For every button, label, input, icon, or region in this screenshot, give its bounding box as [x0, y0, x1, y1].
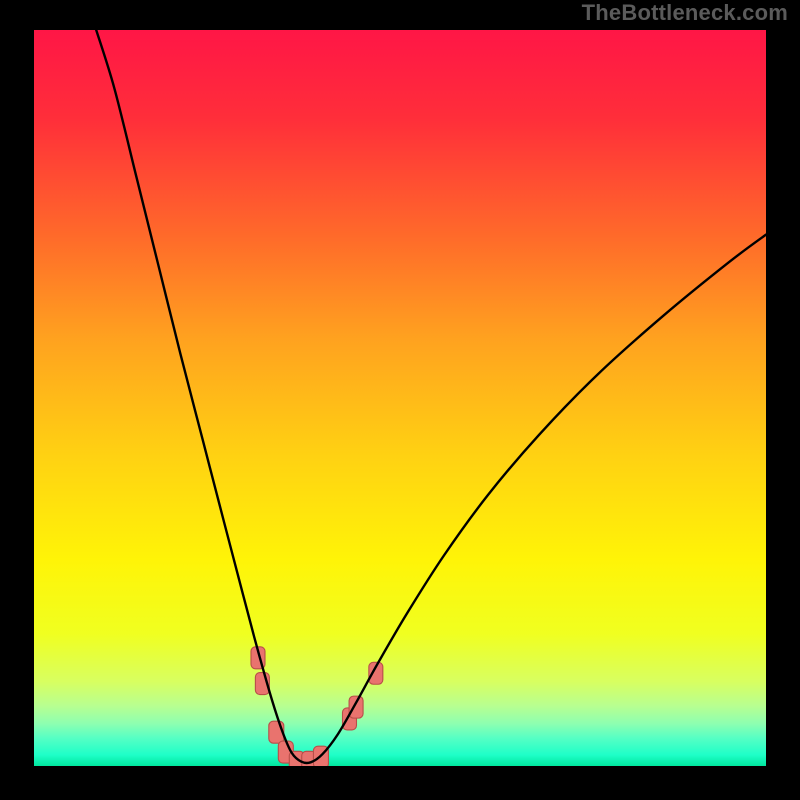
bottleneck-curve [96, 30, 766, 763]
watermark-text: TheBottleneck.com [582, 0, 788, 26]
chart-svg [34, 30, 766, 766]
curve-marker [349, 696, 363, 718]
chart-frame: TheBottleneck.com [0, 0, 800, 800]
marker-group [251, 647, 383, 766]
plot-area [34, 30, 766, 766]
